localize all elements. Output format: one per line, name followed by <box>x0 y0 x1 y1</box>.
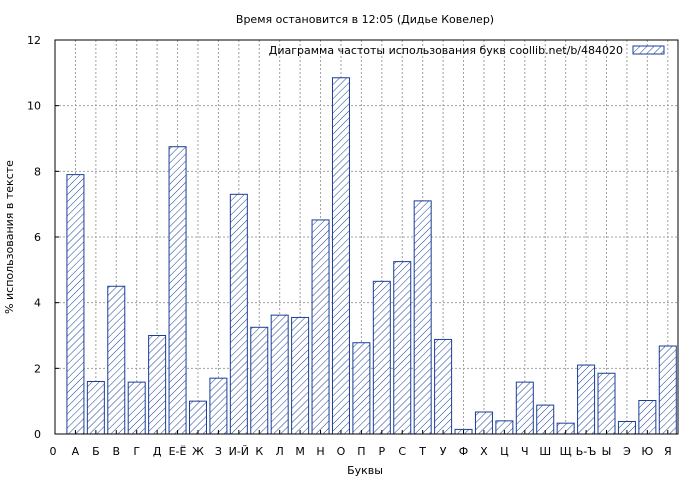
bar <box>168 146 187 435</box>
bar <box>127 381 146 435</box>
x-tick-label: Р <box>378 445 385 458</box>
bar <box>515 381 534 435</box>
bar <box>577 364 596 435</box>
x-tick-label: Ь-Ъ <box>576 445 597 458</box>
y-tick-label: 0 <box>34 428 41 441</box>
x-tick-label: С <box>398 445 406 458</box>
bar <box>536 404 555 435</box>
x-axis-ticks: А Б В Г Д Е-Ё Ж З И-Й К Л М Н О П Р С Т У Ф Х Ц Ч Ш Щ Ь-Ъ Ы Э Ю Я <box>72 430 672 458</box>
x-tick-label: А <box>72 445 80 458</box>
y-axis-ticks: 0 2 4 6 8 10 12 <box>27 34 59 441</box>
x-tick-label: З <box>215 445 222 458</box>
x-tick-label: Щ <box>560 445 572 458</box>
bar <box>638 400 657 435</box>
x-tick-label: Ч <box>521 445 529 458</box>
bar <box>148 335 167 435</box>
x-tick-label: Ф <box>459 445 468 458</box>
x-tick-label: Ы <box>602 445 612 458</box>
x-tick-label: Т <box>418 445 426 458</box>
bar <box>188 400 207 435</box>
bar <box>311 219 330 435</box>
x-tick-label: Я <box>664 445 672 458</box>
y-axis-label: % использования в тексте <box>3 160 16 314</box>
x-origin-label: 0 <box>50 445 57 458</box>
x-tick-label: У <box>440 445 447 458</box>
bar <box>250 326 269 435</box>
x-tick-label: Л <box>276 445 284 458</box>
bar <box>393 261 412 435</box>
bar <box>372 280 391 435</box>
y-tick-label: 12 <box>27 34 41 47</box>
x-tick-label: Ж <box>192 445 204 458</box>
y-tick-label: 6 <box>34 231 41 244</box>
bars <box>66 77 677 435</box>
bar <box>107 285 126 435</box>
x-tick-label: Ю <box>641 445 653 458</box>
x-tick-label: Э <box>623 445 631 458</box>
bar <box>209 377 228 435</box>
bar <box>331 77 350 435</box>
x-tick-label: К <box>255 445 263 458</box>
y-tick-label: 10 <box>27 100 41 113</box>
y-tick-label: 4 <box>34 297 41 310</box>
bar <box>270 314 289 435</box>
legend: Диаграмма частоты использования букв coo… <box>269 44 665 57</box>
x-tick-label: М <box>295 445 305 458</box>
x-tick-label: Д <box>153 445 162 458</box>
x-axis-label: Буквы <box>347 464 383 477</box>
x-tick-label: Ш <box>539 445 551 458</box>
bar <box>66 174 85 435</box>
x-tick-label: П <box>357 445 365 458</box>
x-tick-label: В <box>113 445 121 458</box>
bar <box>86 380 105 435</box>
bar <box>434 338 453 435</box>
bar <box>352 342 371 435</box>
bar <box>413 200 432 435</box>
x-tick-label: Х <box>480 445 488 458</box>
legend-label: Диаграмма частоты использования букв coo… <box>269 44 623 57</box>
bar <box>658 345 677 435</box>
x-tick-label: Б <box>92 445 100 458</box>
x-tick-label: Е-Ё <box>169 445 187 458</box>
legend-swatch <box>632 45 665 55</box>
y-tick-label: 8 <box>34 165 41 178</box>
x-tick-label: Н <box>316 445 324 458</box>
bar <box>229 193 248 435</box>
bar <box>291 316 310 435</box>
chart-title: Время остановится в 12:05 (Дидье Ковелер… <box>236 13 494 26</box>
x-tick-label: Ц <box>500 445 509 458</box>
x-tick-label: О <box>337 445 346 458</box>
x-tick-label: Г <box>133 445 140 458</box>
bar <box>597 372 616 435</box>
x-tick-label: И-Й <box>229 445 249 458</box>
y-tick-label: 2 <box>34 362 41 375</box>
